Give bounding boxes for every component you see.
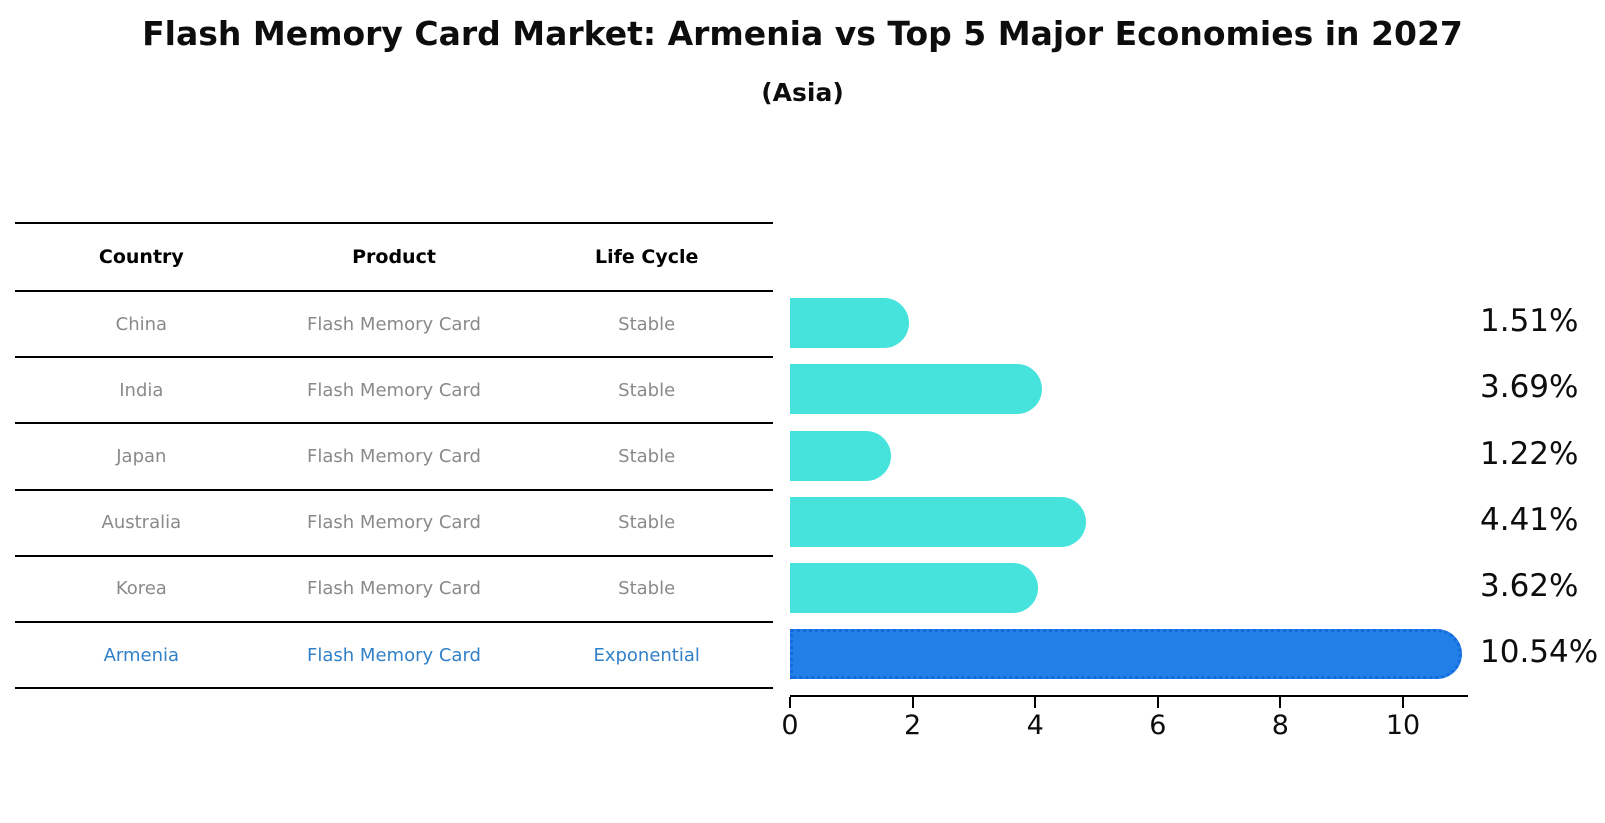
x-axis-line <box>790 695 1468 697</box>
cell-product: Flash Memory Card <box>307 379 481 401</box>
cell-product: Flash Memory Card <box>307 512 481 534</box>
cell-product: Flash Memory Card <box>307 578 481 600</box>
column-header-country: Country <box>98 246 184 268</box>
x-axis-tick-label-6: 6 <box>1149 710 1167 741</box>
table-row-india: India Flash Memory Card Stable <box>15 358 773 425</box>
column-header-life-cycle: Life Cycle <box>594 246 699 268</box>
x-axis-tick-label-2: 2 <box>904 710 922 741</box>
x-axis-tick-6 <box>1156 697 1159 708</box>
x-axis-tick-10 <box>1402 697 1404 708</box>
cell-life-cycle: Stable <box>618 379 676 401</box>
table-row-china: China Flash Memory Card Stable <box>15 292 773 359</box>
cell-country: Australia <box>101 512 182 534</box>
table-row-korea: Korea Flash Memory Card Stable <box>15 557 773 623</box>
cell-country: Japan <box>116 445 167 467</box>
cell-country: Korea <box>115 578 167 600</box>
table-body: China Flash Memory Card Stable India Flash M… <box>15 292 773 690</box>
x-axis-tick-label-0: 0 <box>781 710 799 741</box>
cell-country: India <box>119 379 164 401</box>
table-header-row: Country Product Life Cycle <box>15 224 773 292</box>
bar-korea <box>790 562 1038 613</box>
cell-life-cycle: Stable <box>618 578 676 600</box>
table-row-japan: Japan Flash Memory Card Stable <box>15 424 773 491</box>
cell-life-cycle: Stable <box>618 313 676 335</box>
bar-india <box>790 364 1042 415</box>
cell-life-cycle: Stable <box>618 445 676 467</box>
value-label-china: 1.51% <box>1480 303 1579 340</box>
x-axis-tick-label-8: 8 <box>1271 710 1289 741</box>
cell-country: Armenia <box>103 644 180 666</box>
x-axis-tick-8 <box>1279 697 1282 708</box>
cell-life-cycle: Exponential <box>593 644 700 666</box>
cell-product: Flash Memory Card <box>307 445 481 467</box>
column-header-product: Product <box>352 246 436 268</box>
table-row-australia: Australia Flash Memory Card Stable <box>15 491 773 557</box>
bar-china <box>790 298 909 349</box>
chart-subtitle: (Asia) <box>761 78 844 107</box>
x-axis-tick-0 <box>789 697 791 708</box>
chart-title: Flash Memory Card Market: Armenia vs Top… <box>142 14 1463 53</box>
value-label-korea: 3.62% <box>1480 567 1579 604</box>
x-axis-tick-label-10: 10 <box>1385 710 1421 741</box>
cell-product: Flash Memory Card <box>307 313 481 335</box>
bar-australia <box>790 496 1086 547</box>
value-label-australia: 4.41% <box>1480 501 1579 538</box>
bar-japan <box>790 430 891 481</box>
value-label-armenia: 10.54% <box>1480 634 1599 671</box>
cell-life-cycle: Stable <box>618 512 676 534</box>
country-table: Country Product Life Cycle China Flash Me… <box>15 222 773 690</box>
x-axis-tick-4 <box>1034 697 1037 708</box>
x-axis-tick-2 <box>911 697 914 708</box>
table-row-armenia: Armenia Flash Memory Card Exponential <box>15 623 773 690</box>
cell-country: China <box>115 313 168 335</box>
x-axis-tick-label-4: 4 <box>1026 710 1044 741</box>
value-label-india: 3.69% <box>1480 369 1579 406</box>
value-label-japan: 1.22% <box>1480 435 1579 472</box>
cell-product: Flash Memory Card <box>307 644 481 666</box>
bar-armenia <box>790 629 1462 680</box>
